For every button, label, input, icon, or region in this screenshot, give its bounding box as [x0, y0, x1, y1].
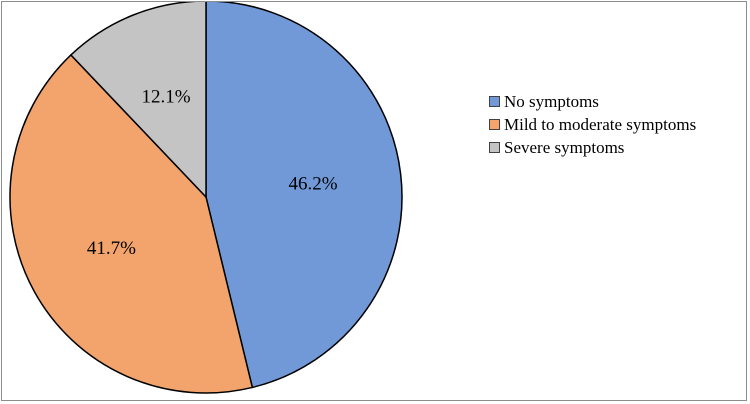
legend-label-severe: Severe symptoms — [504, 137, 625, 157]
legend-item-severe: Severe symptoms — [489, 136, 696, 159]
pie-slice-no-symptoms — [205, 2, 403, 389]
legend-swatch-mild-to-moderate — [489, 119, 500, 130]
legend-label-no-symptoms: No symptoms — [504, 91, 599, 111]
data-label-mild-to-moderate: 41.7% — [87, 238, 136, 259]
legend-swatch-severe — [489, 142, 500, 153]
pie-slice-mild-to-moderate — [9, 54, 254, 394]
pie-slice-severe — [70, 2, 207, 198]
legend-label-mild-to-moderate: Mild to moderate symptoms — [504, 114, 697, 134]
data-label-no-symptoms: 46.2% — [288, 174, 337, 195]
legend-swatch-no-symptoms — [489, 96, 500, 107]
legend-item-mild-to-moderate: Mild to moderate symptoms — [489, 113, 696, 136]
legend-item-no-symptoms: No symptoms — [489, 90, 696, 113]
legend: No symptoms Mild to moderate symptoms Se… — [489, 90, 696, 159]
data-label-severe: 12.1% — [141, 86, 190, 107]
